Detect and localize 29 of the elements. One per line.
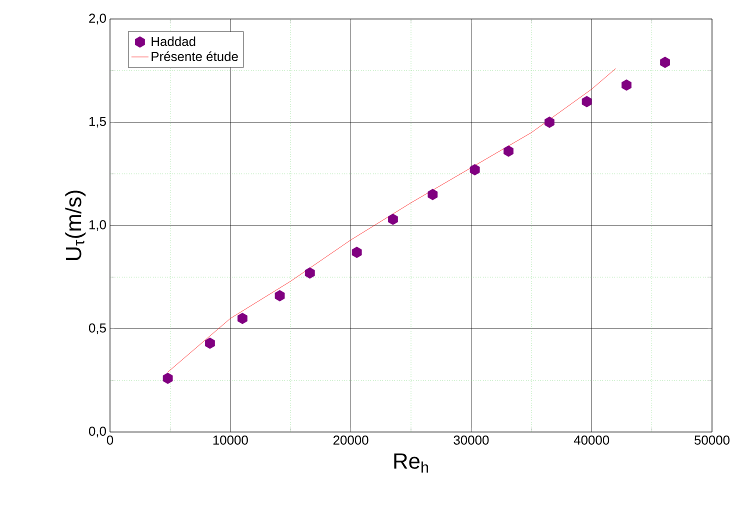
x-tick-label: 40000 <box>574 436 610 445</box>
y-tick-label: 0,0 <box>88 426 106 438</box>
point <box>660 56 670 68</box>
point <box>388 214 398 225</box>
point <box>352 246 362 258</box>
y-tick-label: 0,5 <box>88 323 106 334</box>
x-tick-label: 20000 <box>333 436 368 445</box>
point <box>304 267 315 279</box>
point <box>582 96 592 108</box>
point <box>544 116 554 128</box>
x-tick-label: 50000 <box>694 436 730 445</box>
point <box>204 338 215 349</box>
y-axis-title: U$_{τ}$(m/s) <box>65 190 86 260</box>
y-tick-label: 2,0 <box>89 14 106 24</box>
y-tick-label: 1,0 <box>89 220 106 231</box>
legend-label: Présente étude <box>152 51 238 62</box>
point <box>237 312 248 324</box>
point <box>470 164 480 176</box>
x-axis-title: Re$_{h}$ <box>394 454 428 473</box>
y-tick-label: 1,5 <box>89 116 106 128</box>
point <box>428 188 438 200</box>
x-tick-label: 30000 <box>454 436 489 445</box>
point <box>622 79 632 91</box>
point <box>504 145 514 157</box>
x-tick-label: 0 <box>106 436 114 445</box>
x-tick-label: 10000 <box>213 436 248 445</box>
point <box>274 290 285 302</box>
legend-label: Haddad <box>152 36 196 46</box>
point <box>162 372 173 384</box>
